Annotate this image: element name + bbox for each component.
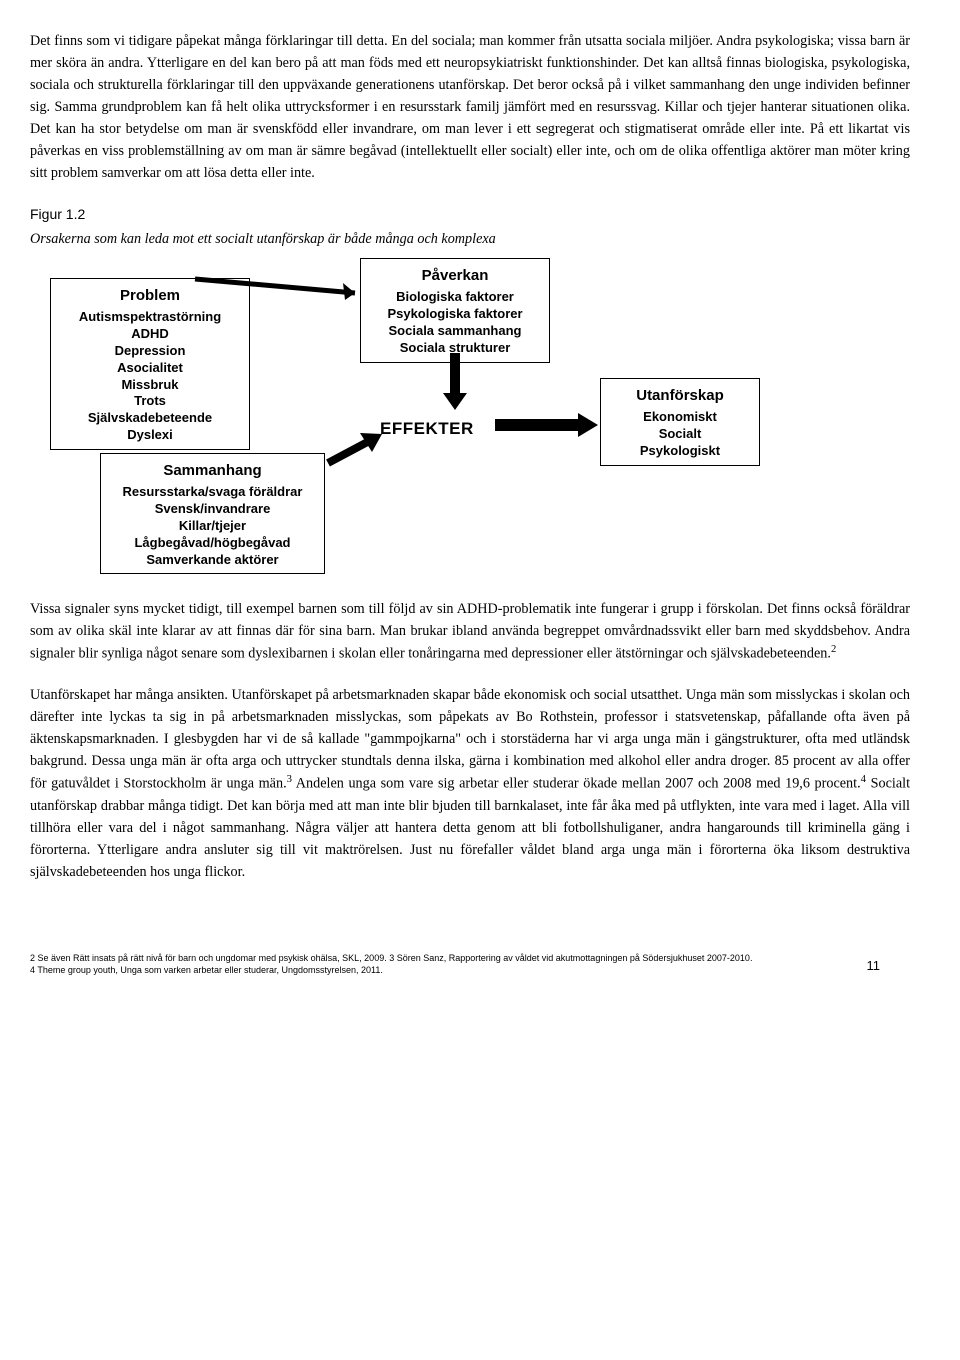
figure-label: Figur 1.2 xyxy=(30,204,910,226)
figure-caption: Orsakerna som kan leda mot ett socialt u… xyxy=(30,228,910,250)
diagram-container: Påverkan Biologiska faktorer Psykologisk… xyxy=(30,258,790,578)
paragraph-2: Vissa signaler syns mycket tidigt, till … xyxy=(30,598,910,665)
paragraph-3b: Andelen unga som vare sig arbetar eller … xyxy=(292,776,861,792)
arrow-problem-to-paverkan xyxy=(30,258,790,578)
footer: 2 Se även Rätt insats på rätt nivå för b… xyxy=(30,953,910,976)
footnote-ref-2: 2 xyxy=(831,644,836,655)
paragraph-2a: Vissa signaler syns mycket tidigt, till … xyxy=(30,601,910,662)
footnote-2-3: 2 Se även Rätt insats på rätt nivå för b… xyxy=(30,953,910,965)
footnote-4: 4 Theme group youth, Unga som varken arb… xyxy=(30,965,910,977)
paragraph-1: Det finns som vi tidigare påpekat många … xyxy=(30,30,910,184)
page-number: 11 xyxy=(867,956,881,976)
footnotes: 2 Se även Rätt insats på rätt nivå för b… xyxy=(30,953,910,976)
paragraph-3: Utanförskapet har många ansikten. Utanfö… xyxy=(30,684,910,883)
